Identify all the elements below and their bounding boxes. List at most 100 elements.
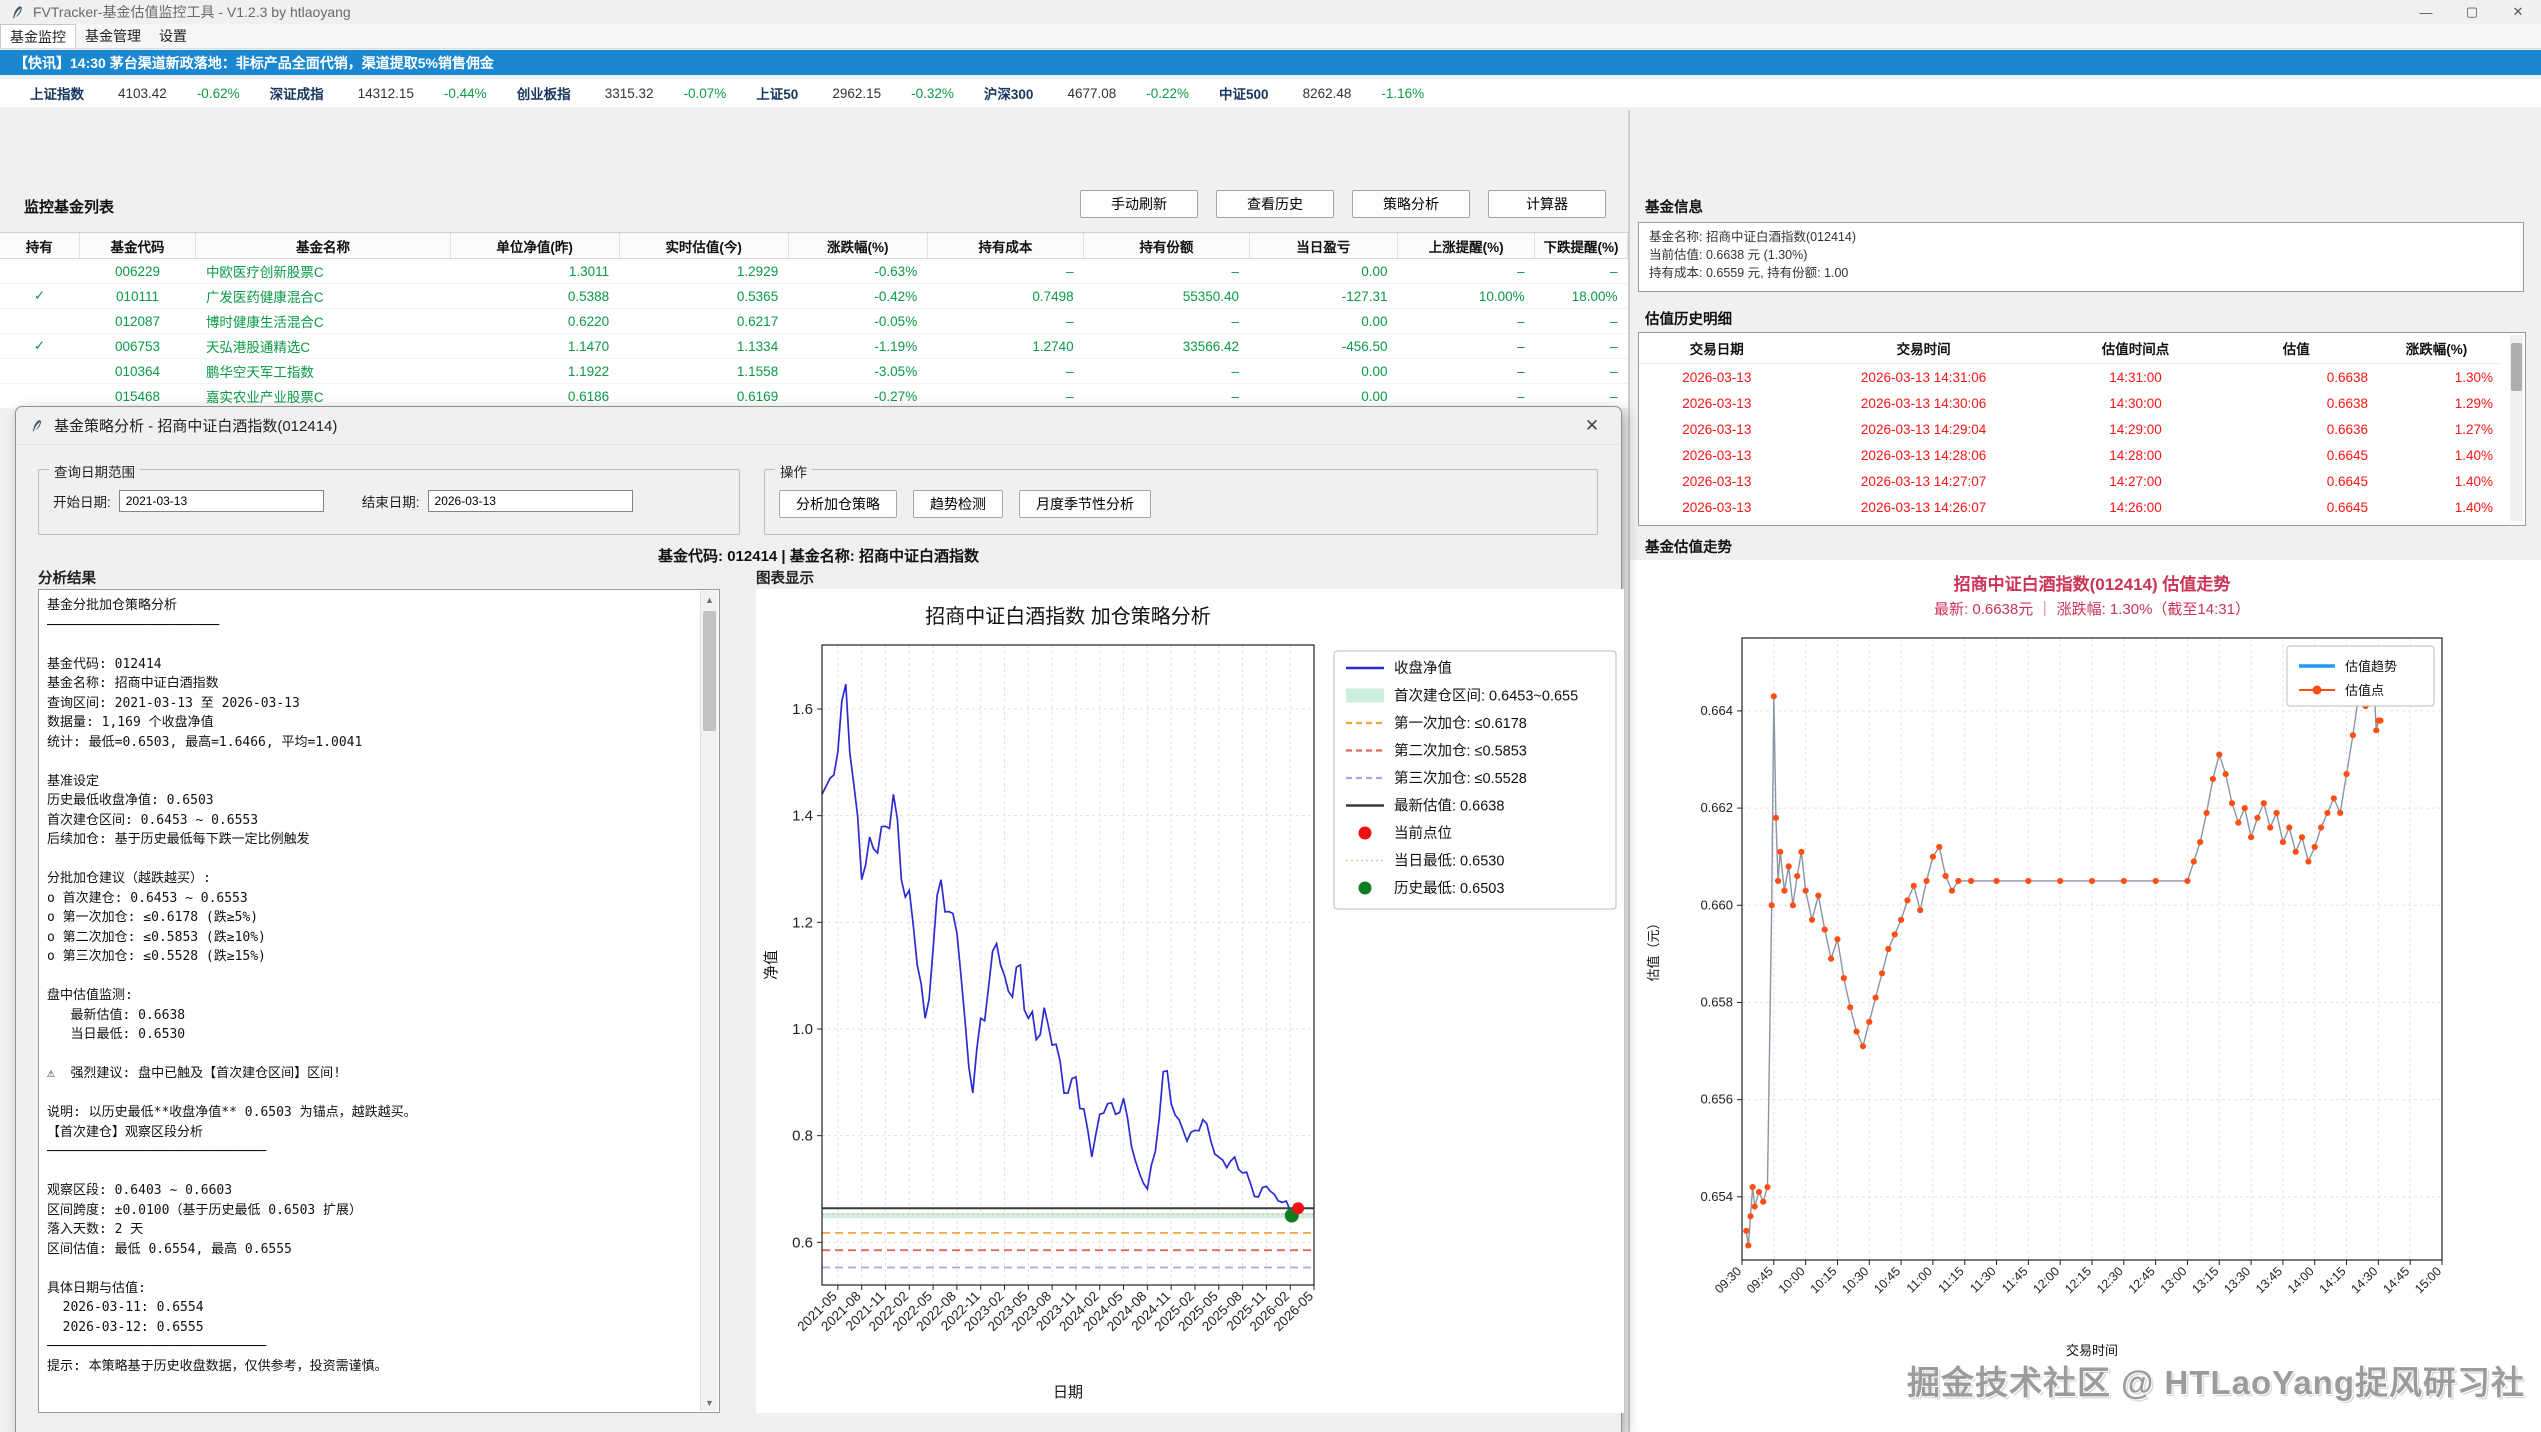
svg-text:1.6: 1.6 [792, 701, 813, 718]
trend-title: 基金估值走势 [1645, 540, 1732, 556]
analyze-position-button[interactable]: 分析加仓策略 [779, 490, 897, 518]
svg-text:历史最低: 0.6503: 历史最低: 0.6503 [1394, 880, 1504, 897]
fund-table: 持有 基金代码 基金名称 单位净值(昨) 实时估值(今) 涨跌幅(%) 持有成本 持有份额 当日… [0, 232, 1628, 409]
svg-text:交易时间: 交易时间 [2066, 1343, 2118, 1358]
history-cell: 14:31:00 [2109, 369, 2162, 385]
history-row[interactable]: 2026-03-13 2026-03-13 14:29:04 14:29:00 0.6… [1639, 416, 2499, 442]
end-date-input[interactable] [427, 490, 633, 512]
calculator-button[interactable]: 计算器 [1488, 190, 1606, 218]
column-header: 下跌提醒(%) [1534, 233, 1628, 259]
fund-cell: 0.00 [1249, 308, 1398, 334]
menu-bar: 基金监控 基金管理 设置 [0, 24, 2541, 49]
fund-cell: -0.63% [788, 258, 928, 284]
history-cell: 1.27% [2454, 421, 2493, 437]
scroll-down-icon[interactable]: ▼ [705, 1397, 714, 1408]
svg-text:13:00: 13:00 [2158, 1264, 2190, 1296]
column-header: 基金名称 [195, 233, 451, 259]
maximize-button[interactable]: ▢ [2465, 4, 2479, 19]
index-change: -0.07% [683, 85, 727, 101]
fund-cell: – [927, 258, 1084, 284]
fund-row[interactable]: ✓ 006753 天弘港股通精选C 1.1470 1.1334 -1.19% 1.2740 3… [0, 333, 1628, 359]
svg-text:1.4: 1.4 [792, 808, 813, 825]
seasonality-button[interactable]: 月度季节性分析 [1019, 490, 1151, 518]
menu-fund-manage[interactable]: 基金管理 [85, 28, 141, 44]
history-cell: 2026-03-13 14:31:06 [1860, 369, 1987, 385]
fund-cell: 1.3011 [450, 258, 620, 284]
fund-cell: – [1397, 383, 1535, 409]
fund-row[interactable]: 015468 嘉实农业产业股票C 0.6186 0.6169 -0.27% – –0.00–… [0, 383, 1628, 409]
operations-group: 操作 分析加仓策略 趋势检测 月度季节性分析 [764, 461, 1598, 535]
history-row[interactable]: 2026-03-13 2026-03-13 14:27:07 14:27:00 0.6… [1639, 468, 2499, 494]
fund-cell: 33566.42 [1083, 333, 1250, 359]
fund-cell: -0.05% [788, 308, 928, 334]
fund-cell: -0.42% [788, 283, 928, 309]
svg-text:招商中证白酒指数(012414) 估值走势: 招商中证白酒指数(012414) 估值走势 [1954, 574, 2231, 594]
dialog-close-icon[interactable]: ✕ [1584, 416, 1600, 435]
history-cell: 2026-03-13 [1682, 421, 1752, 437]
fund-cell: ✓ [0, 333, 80, 359]
svg-text:0.660: 0.660 [1700, 897, 1733, 912]
svg-text:14:30: 14:30 [2348, 1264, 2380, 1296]
close-button[interactable]: ✕ [2512, 4, 2524, 19]
history-scroll-thumb[interactable] [2511, 343, 2522, 391]
fund-cell: 天弘港股通精选C [195, 333, 451, 359]
analysis-scroll-thumb[interactable] [703, 611, 716, 731]
start-date-input[interactable] [118, 490, 324, 512]
fund-cell: 010364 [79, 358, 196, 384]
fund-cell: 0.6220 [450, 308, 620, 334]
history-cell: 0.6645 [2326, 473, 2369, 489]
fund-cell: – [1534, 333, 1628, 359]
fund-row[interactable]: ✓ 010111 广发医药健康混合C 0.5388 0.5365 -0.42% 0.7498… [0, 283, 1628, 309]
fund-row[interactable]: 010364 鹏华空天军工指数 1.1922 1.1558 -3.05% – –0.00– – [0, 358, 1628, 384]
watchlist-header: 监控基金列表 手动刷新 查看历史 策略分析 计算器 [0, 190, 1628, 222]
scroll-up-icon[interactable]: ▲ [705, 594, 714, 605]
menu-settings[interactable]: 设置 [159, 28, 187, 44]
history-cell: 2026-03-13 14:29:04 [1860, 421, 1987, 437]
fund-cell: 中欧医疗创新股票C [195, 258, 451, 284]
history-cell: 14:26:00 [2109, 499, 2162, 515]
title-bar: FVTracker-基金估值监控工具 - V1.2.3 by htlaoyang… [0, 0, 2541, 24]
svg-text:招商中证白酒指数 加仓策略分析: 招商中证白酒指数 加仓策略分析 [925, 605, 1211, 628]
fund-cell: – [927, 308, 1084, 334]
fund-cell: 0.00 [1249, 358, 1398, 384]
fund-cell: 博时健康生活混合C [195, 308, 451, 334]
history-cell: 0.6638 [2326, 369, 2369, 385]
fund-row[interactable]: 012087 博时健康生活混合C 0.6220 0.6217 -0.05% – –0.00–… [0, 308, 1628, 334]
dialog-title: 基金策略分析 - 招商中证白酒指数(012414) [54, 418, 338, 435]
fund-cell: – [1397, 258, 1535, 284]
fund-cell: 1.1922 [450, 358, 620, 384]
history-column-header: 涨跌幅(%) [2374, 333, 2499, 364]
analysis-scrollbar[interactable]: ▲ ▼ [700, 591, 718, 1411]
svg-text:14:00: 14:00 [2285, 1264, 2317, 1296]
index-name: 深证成指 [269, 87, 324, 102]
view-history-button[interactable]: 查看历史 [1216, 190, 1334, 218]
history-row[interactable]: 2026-03-13 2026-03-13 14:28:06 14:28:00 0.6… [1639, 442, 2499, 468]
history-row[interactable]: 2026-03-13 2026-03-13 14:31:06 14:31:00 0.6… [1639, 364, 2499, 391]
history-cell: 1.40% [2454, 473, 2493, 489]
history-row[interactable]: 2026-03-13 2026-03-13 14:30:06 14:30:00 0.6… [1639, 390, 2499, 416]
menu-fund-monitor[interactable]: 基金监控 [0, 24, 76, 48]
svg-text:15:00: 15:00 [2412, 1264, 2444, 1296]
fund-row[interactable]: 006229 中欧医疗创新股票C 1.3011 1.2929 -0.63% – –0.00–… [0, 258, 1628, 284]
trend-chart-area: 招商中证白酒指数(012414) 估值走势最新: 0.6638元 ｜ 涨跌幅: … [1630, 560, 2541, 1432]
history-row[interactable]: 2026-03-13 2026-03-13 14:26:07 14:26:00 0.6… [1639, 494, 2499, 520]
minimize-button[interactable]: — [2419, 4, 2433, 20]
history-cell: 14:28:00 [2109, 447, 2162, 463]
index-item: 沪深300 4677.08 -0.22% [984, 83, 1189, 103]
trend-detect-button[interactable]: 趋势检测 [913, 490, 1003, 518]
history-scrollbar[interactable] [2510, 335, 2523, 521]
svg-text:第二次加仓: ≤0.5853: 第二次加仓: ≤0.5853 [1394, 742, 1527, 760]
svg-text:估值点: 估值点 [2345, 683, 2384, 698]
manual-refresh-button[interactable]: 手动刷新 [1080, 190, 1198, 218]
analysis-result-box: 基金分批加仓策略分析 ────────────────────── 基金代码: … [38, 589, 720, 1413]
svg-text:最新: 0.6638元 ｜ 涨跌幅: 1.30%（截至14:: 最新: 0.6638元 ｜ 涨跌幅: 1.30%（截至14:31） [1934, 601, 2250, 618]
svg-text:10:00: 10:00 [1776, 1264, 1808, 1296]
strategy-analysis-button[interactable]: 策略分析 [1352, 190, 1470, 218]
index-change: -0.44% [443, 85, 487, 101]
svg-text:0.8: 0.8 [792, 1128, 813, 1145]
fund-info-cost: 持有成本: 0.6559 元, 持有份额: 1.00 [1649, 266, 1849, 280]
column-header: 基金代码 [79, 233, 197, 259]
svg-text:首次建仓区间: 0.6453~0.655: 首次建仓区间: 0.6453~0.655 [1394, 688, 1578, 705]
